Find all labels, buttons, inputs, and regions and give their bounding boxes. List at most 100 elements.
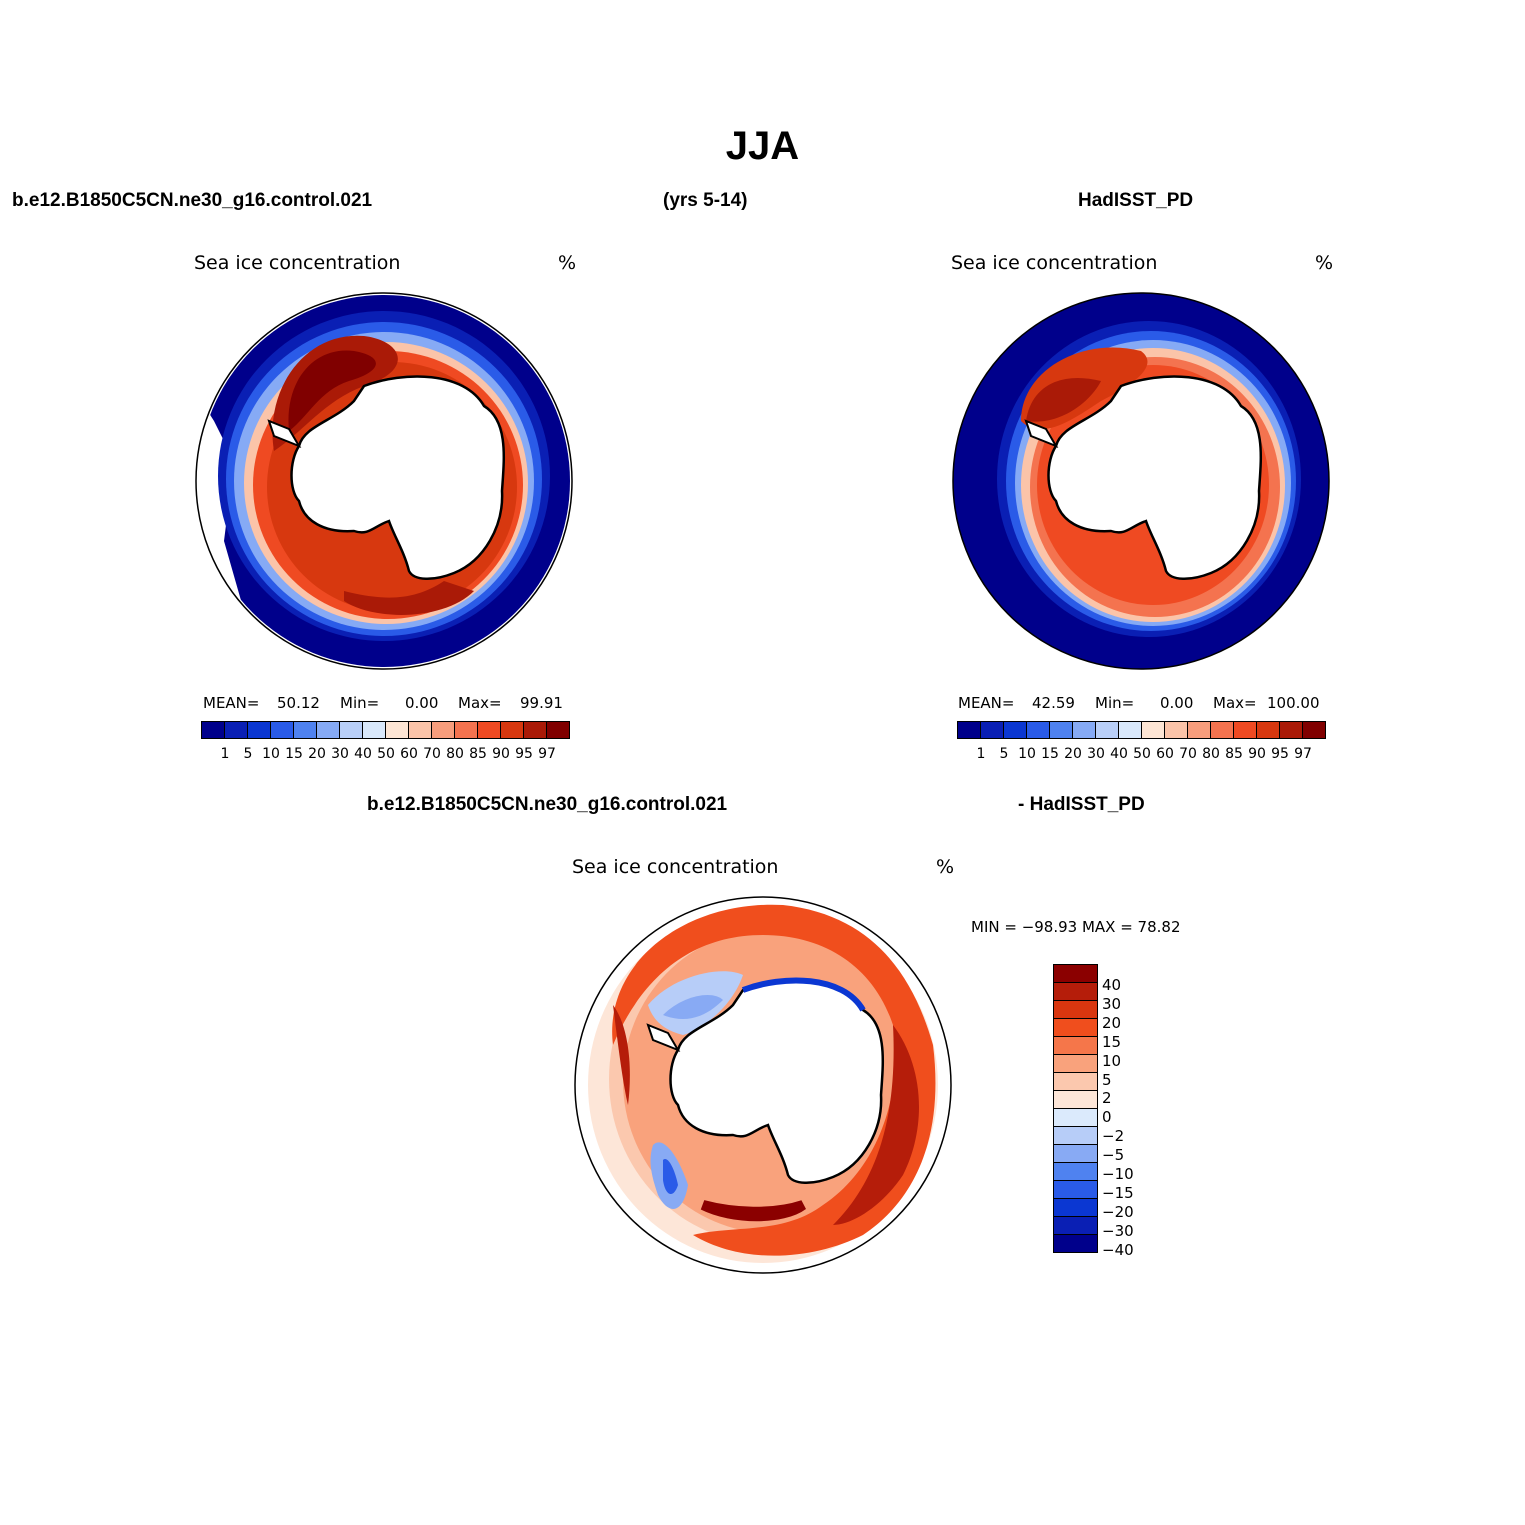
colorbar-tick-label: 5 — [1102, 1070, 1112, 1089]
panel2-variable: Sea ice concentration — [951, 252, 1158, 274]
colorbar-swatch — [270, 721, 294, 739]
colorbar-tick-label: 10 — [1102, 1051, 1122, 1070]
colorbar-tick-label: 40 — [354, 746, 372, 762]
colorbar-swatch — [1053, 1036, 1098, 1055]
colorbar-swatch — [1053, 1018, 1098, 1037]
colorbar-swatch — [1003, 721, 1027, 739]
colorbar-swatch — [1053, 1126, 1098, 1145]
colorbar-swatch — [523, 721, 547, 739]
colorbar-swatch — [477, 721, 501, 739]
colorbar-tick-label: 70 — [423, 746, 441, 762]
colorbar-swatch — [1279, 721, 1303, 739]
colorbar-tick-label: 15 — [285, 746, 303, 762]
years-label: (yrs 5-14) — [663, 190, 748, 211]
panel1-mean-label: MEAN= — [203, 694, 260, 712]
colorbar-swatch — [1053, 1000, 1098, 1019]
colorbar-tick-label: 40 — [1110, 746, 1128, 762]
colorbar-tick-label: 10 — [262, 746, 280, 762]
colorbar-swatch — [224, 721, 248, 739]
panel1-max: 99.91 — [520, 694, 563, 712]
colorbar-swatch — [1026, 721, 1050, 739]
colorbar-tick-label: 1 — [220, 746, 230, 762]
panel1-units: % — [558, 252, 577, 274]
colorbar-tick-label: 30 — [331, 746, 349, 762]
colorbar-tick-label: 30 — [1102, 994, 1122, 1013]
colorbar-swatch — [1053, 1054, 1098, 1073]
colorbar-tick-label: 20 — [308, 746, 326, 762]
panel1-min: 0.00 — [405, 694, 439, 712]
colorbar-tick-label: 0 — [1102, 1108, 1112, 1127]
obs-map — [952, 292, 1330, 670]
colorbar-swatch — [1053, 1144, 1098, 1163]
colorbar-swatch — [1164, 721, 1188, 739]
obs-name: HadISST_PD — [1078, 190, 1194, 211]
colorbar-tick-label: 90 — [492, 746, 510, 762]
colorbar-tick-label: 97 — [538, 746, 556, 762]
obs-colorbar — [957, 721, 1326, 739]
panel1-min-label: Min= — [340, 694, 380, 712]
colorbar-swatch — [293, 721, 317, 739]
panel3-variable: Sea ice concentration — [572, 856, 779, 878]
colorbar-swatch — [1053, 1216, 1098, 1235]
panel3-units: % — [936, 856, 955, 878]
colorbar-swatch — [454, 721, 478, 739]
colorbar-tick-label: 97 — [1294, 746, 1312, 762]
colorbar-swatch — [201, 721, 225, 739]
colorbar-tick-label: 50 — [1133, 746, 1151, 762]
colorbar-swatch — [1053, 1072, 1098, 1091]
model-map — [195, 292, 573, 670]
colorbar-swatch — [1233, 721, 1257, 739]
colorbar-swatch — [408, 721, 432, 739]
colorbar-swatch — [1053, 982, 1098, 1001]
colorbar-swatch — [362, 721, 386, 739]
colorbar-tick-label: 85 — [469, 746, 487, 762]
colorbar-tick-label: 20 — [1064, 746, 1082, 762]
colorbar-swatch — [1053, 1108, 1098, 1127]
colorbar-tick-label: −15 — [1102, 1183, 1134, 1202]
colorbar-tick-label: 10 — [1018, 746, 1036, 762]
panel2-mean-label: MEAN= — [958, 694, 1015, 712]
figure-title: JJA — [725, 124, 800, 168]
colorbar-swatch — [1053, 1090, 1098, 1109]
colorbar-swatch — [1210, 721, 1234, 739]
colorbar-swatch — [1118, 721, 1142, 739]
colorbar-tick-label: 15 — [1041, 746, 1059, 762]
colorbar-tick-label: 30 — [1087, 746, 1105, 762]
colorbar-tick-label: −5 — [1102, 1146, 1125, 1165]
colorbar-tick-label: 90 — [1248, 746, 1266, 762]
panel2-min-label: Min= — [1095, 694, 1135, 712]
difference-map — [574, 896, 952, 1274]
colorbar-swatch — [1053, 964, 1098, 983]
colorbar-swatch — [1256, 721, 1280, 739]
colorbar-tick-label: 70 — [1179, 746, 1197, 762]
colorbar-tick-label: 5 — [999, 746, 1009, 762]
colorbar-swatch — [957, 721, 981, 739]
colorbar-swatch — [1053, 1162, 1098, 1181]
colorbar-tick-label: 60 — [400, 746, 418, 762]
colorbar-tick-label: 40 — [1102, 976, 1122, 994]
colorbar-tick-label: −2 — [1102, 1127, 1125, 1146]
panel2-min: 0.00 — [1160, 694, 1194, 712]
colorbar-swatch — [247, 721, 271, 739]
panel1-variable: Sea ice concentration — [194, 252, 401, 274]
colorbar-tick-label: 80 — [446, 746, 464, 762]
colorbar-swatch — [385, 721, 409, 739]
colorbar-swatch — [1053, 1234, 1098, 1253]
colorbar-swatch — [1302, 721, 1326, 739]
colorbar-swatch — [431, 721, 455, 739]
diff-obs-name: - HadISST_PD — [1018, 794, 1145, 815]
colorbar-tick-label: 5 — [243, 746, 253, 762]
case-name: b.e12.B1850C5CN.ne30_g16.control.021 — [12, 190, 373, 211]
colorbar-swatch — [1141, 721, 1165, 739]
colorbar-swatch — [546, 721, 570, 739]
colorbar-swatch — [1053, 1180, 1098, 1199]
colorbar-tick-label: 95 — [515, 746, 533, 762]
colorbar-tick-label: −20 — [1102, 1202, 1134, 1221]
colorbar-tick-label: 85 — [1225, 746, 1243, 762]
colorbar-tick-label: 60 — [1156, 746, 1174, 762]
panel3-minmax: MIN = −98.93 MAX = 78.82 — [971, 918, 1181, 936]
colorbar-swatch — [500, 721, 524, 739]
diff-case-name: b.e12.B1850C5CN.ne30_g16.control.021 — [367, 794, 728, 815]
colorbar-tick-label: 20 — [1102, 1013, 1122, 1032]
colorbar-swatch — [339, 721, 363, 739]
